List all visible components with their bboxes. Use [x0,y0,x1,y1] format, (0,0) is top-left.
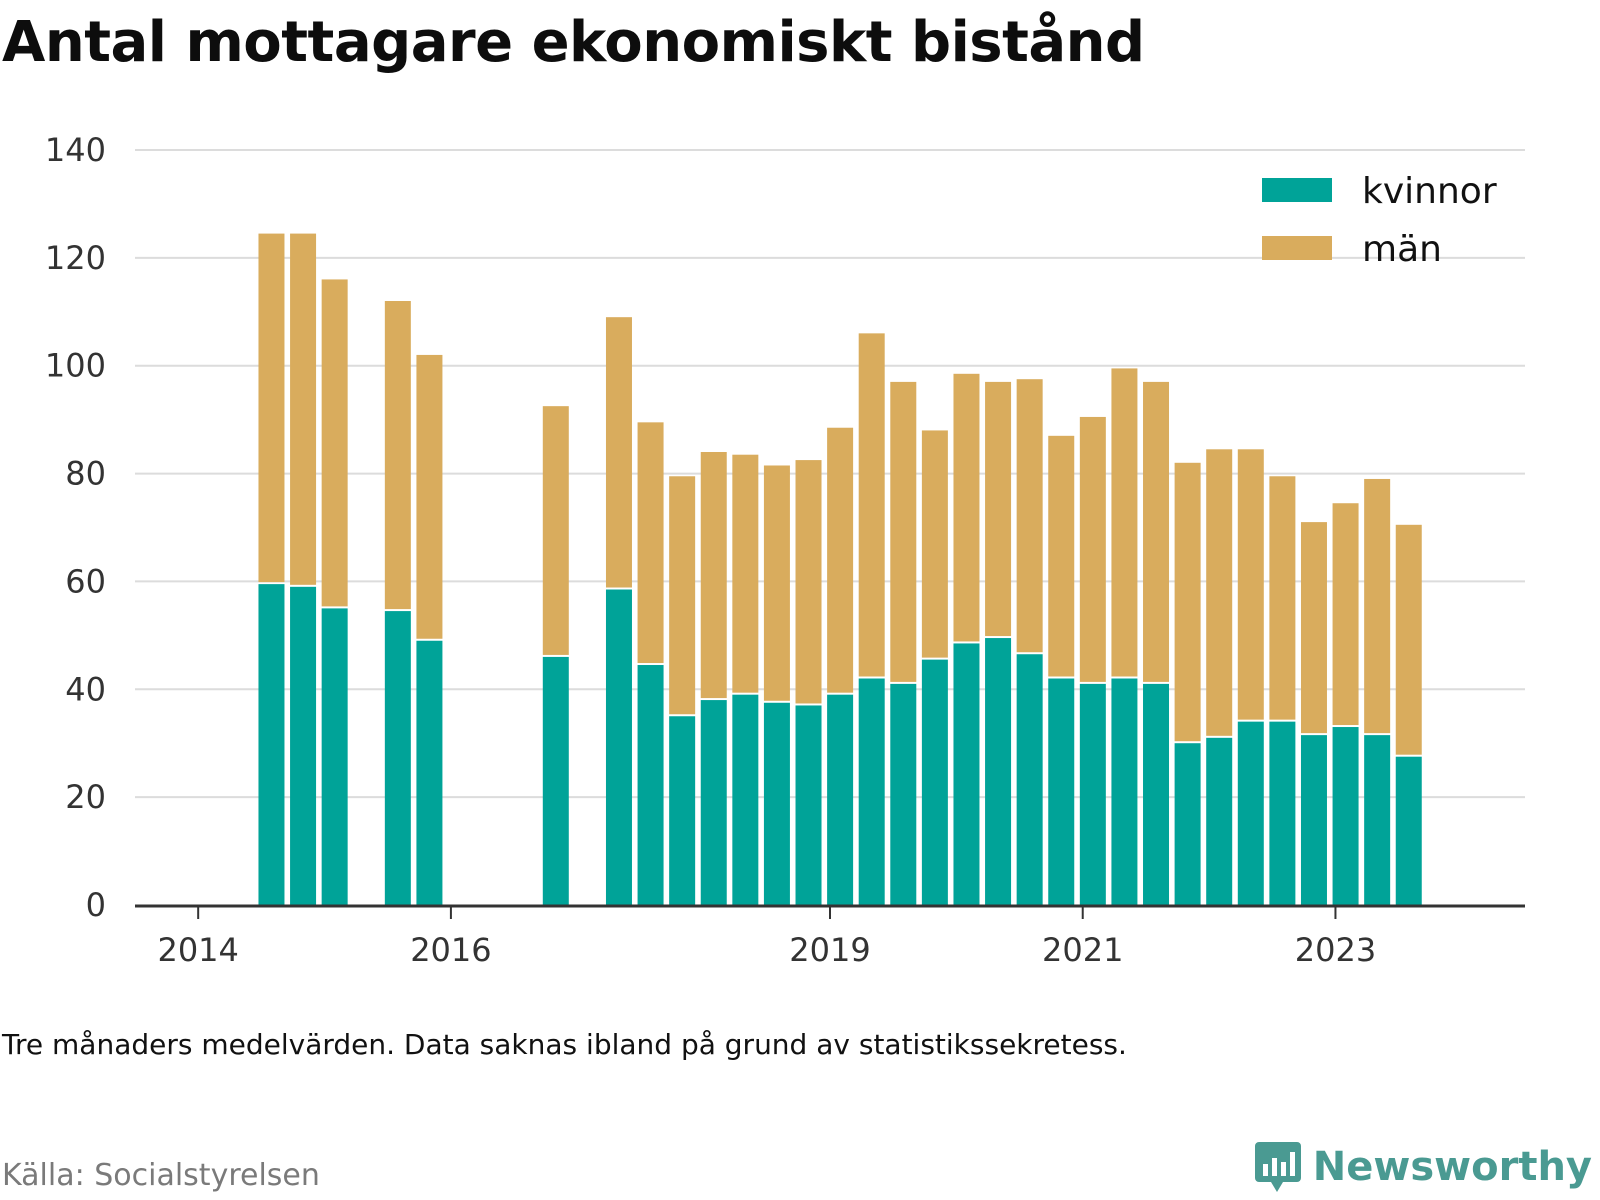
bar-man [605,317,632,588]
x-tick-label: 2021 [1042,931,1123,969]
bar-kvinnor [1143,683,1170,905]
bar-man [669,476,696,715]
bar-man [1364,478,1391,734]
bar-man [1143,381,1170,682]
bar-man [321,279,348,607]
bar-man [890,381,917,682]
bar-kvinnor [1364,735,1391,905]
bar-kvinnor [890,683,917,905]
y-tick-label: 100 [45,347,106,385]
bar-man [795,460,822,704]
bar-man [700,452,727,699]
bar-man [290,233,317,585]
y-tick-label: 60 [65,562,106,600]
brand-logo[interactable]: Newsworthy [1253,1140,1592,1194]
bar-kvinnor [827,694,854,905]
stacked-bar-chart: 0 20 40 60 80 100 120 140 2014 2016 2019 2021 2023 k… [45,131,1525,969]
chart-title: Antal mottagare ekonomiskt bistånd [2,10,1145,75]
bar-man [637,422,664,664]
bar-man [1048,435,1075,677]
bar-kvinnor [1332,727,1359,905]
brand-name: Newsworthy [1312,1144,1592,1190]
bar-kvinnor [384,611,411,905]
y-tick-label: 20 [65,778,106,816]
bar-man [858,333,885,677]
bar-man [985,381,1012,637]
legend-label-man: män [1362,229,1442,270]
source-label: Källa: Socialstyrelsen [2,1158,320,1193]
bar-man [953,373,980,642]
bar-man [1300,522,1327,734]
bar-kvinnor [1079,683,1106,905]
legend-swatch-kvinnor [1262,178,1332,202]
bar-kvinnor [542,656,569,905]
bar-kvinnor [321,608,348,905]
bar-kvinnor [732,694,759,905]
bar-kvinnor [637,665,664,905]
bar-man [1237,449,1264,720]
bar-man [1174,462,1201,742]
y-tick-label: 80 [65,455,106,493]
chart-note: Tre månaders medelvärden. Data saknas ib… [2,1028,1127,1061]
bar-kvinnor [669,716,696,905]
bar-kvinnor [1395,756,1422,905]
bar-man [384,301,411,610]
bar-kvinnor [795,705,822,905]
bar-man [1079,416,1106,682]
bar-kvinnor [921,659,948,905]
bar-kvinnor [763,702,790,905]
bar-man [258,233,285,583]
bar-man [542,406,569,655]
y-tick-label: 40 [65,670,106,708]
bar-man [1332,503,1359,726]
y-tick-label: 0 [86,886,106,924]
bar-man [763,465,790,701]
bar-man [1111,368,1138,677]
bar-kvinnor [416,640,443,905]
bar-kvinnor [953,643,980,905]
bar-man [1016,379,1043,653]
bar-man [827,427,854,693]
legend: kvinnor män [1262,171,1497,270]
bar-man [921,430,948,658]
bar-kvinnor [1269,721,1296,905]
bar-man [1395,524,1422,755]
bar-kvinnor [858,678,885,905]
bar-man [732,454,759,693]
axes: 0 20 40 60 80 100 120 140 2014 2016 2019 2021 2023 [45,131,1525,969]
bar-kvinnor [1300,735,1327,905]
bar-kvinnor [700,700,727,905]
bar-kvinnor [1206,737,1233,905]
bar-man [416,354,443,639]
x-tick-label: 2016 [410,931,491,969]
bar-kvinnor [1174,743,1201,905]
bar-man [1269,476,1296,720]
x-tick-label: 2023 [1295,931,1376,969]
y-tick-label: 120 [45,239,106,277]
bar-kvinnor [258,584,285,905]
bar-kvinnor [605,589,632,905]
x-tick-label: 2019 [789,931,870,969]
newsworthy-logo-icon [1254,1142,1301,1192]
x-tick-label: 2014 [157,931,238,969]
bar-kvinnor [985,638,1012,905]
bar-kvinnor [1237,721,1264,905]
y-tick-label: 140 [45,131,106,169]
legend-label-kvinnor: kvinnor [1362,171,1497,212]
bar-kvinnor [1111,678,1138,905]
bar-kvinnor [1048,678,1075,905]
legend-swatch-man [1262,236,1332,260]
bars [258,233,1422,905]
bar-kvinnor [290,586,317,905]
bar-man [1206,449,1233,736]
bar-kvinnor [1016,654,1043,905]
